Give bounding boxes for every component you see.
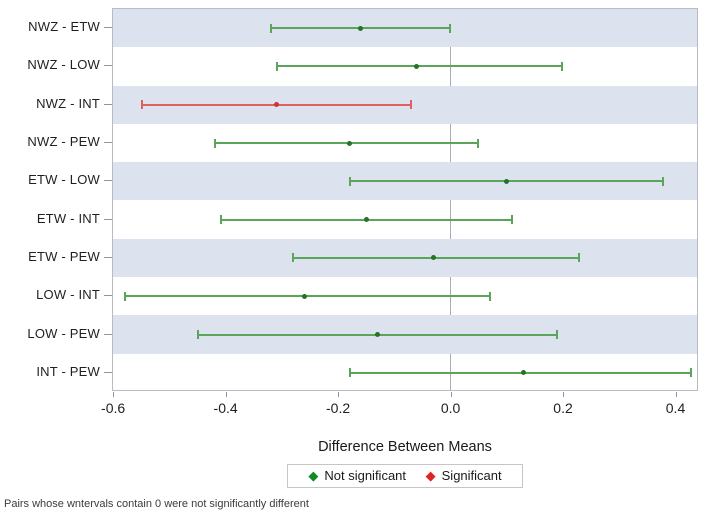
x-tick-label: -0.4 xyxy=(213,400,238,416)
mean-difference-marker xyxy=(363,217,369,223)
category-label: ETW - INT xyxy=(36,210,100,226)
interval-cap xyxy=(141,100,144,110)
category-label: NWZ - ETW xyxy=(28,19,100,35)
mean-difference-marker xyxy=(358,25,364,31)
green-diamond-icon: ◆ xyxy=(308,468,319,483)
legend-label: Significant xyxy=(441,468,502,483)
legend-item-not-significant: ◆ Not significant xyxy=(308,468,406,484)
mean-difference-marker xyxy=(431,255,437,261)
mean-difference-marker xyxy=(414,63,420,69)
x-tick xyxy=(675,392,677,397)
interval-cap xyxy=(449,23,452,33)
interval-cap xyxy=(275,61,278,71)
interval-cap xyxy=(270,23,273,33)
interval-cap xyxy=(690,368,693,378)
legend-label: Not significant xyxy=(324,468,407,483)
y-tick xyxy=(104,180,112,182)
category-label: ETW - LOW xyxy=(28,172,100,188)
x-tick xyxy=(113,392,115,397)
confidence-interval-line xyxy=(125,295,490,298)
confidence-interval-line xyxy=(276,65,563,68)
legend-container: ◆ Not significant ◆ Significant xyxy=(112,464,698,488)
mean-difference-marker xyxy=(302,293,308,299)
y-axis-labels: NWZ - ETW NWZ - LOW NWZ - INT NWZ - PEW ETW … xyxy=(0,8,112,391)
mean-difference-marker xyxy=(520,370,526,376)
interval-cap xyxy=(197,330,200,340)
y-tick xyxy=(104,218,112,220)
x-tick xyxy=(563,392,565,397)
interval-cap xyxy=(578,253,581,263)
legend-box: ◆ Not significant ◆ Significant xyxy=(287,464,523,488)
interval-cap xyxy=(477,138,480,148)
y-tick xyxy=(104,142,112,144)
plot-area xyxy=(112,8,698,391)
mean-difference-marker xyxy=(347,140,352,146)
y-tick xyxy=(104,333,112,335)
x-tick-label: 0.4 xyxy=(665,400,686,416)
interval-cap xyxy=(410,100,413,110)
category-label: LOW - INT xyxy=(36,287,100,303)
interval-cap xyxy=(511,215,514,225)
x-tick-label: -0.6 xyxy=(101,400,126,416)
footnote: Pairs whose wntervals contain 0 were not… xyxy=(4,498,309,510)
category-label: INT - PEW xyxy=(36,363,100,379)
x-tick-label: 0.2 xyxy=(553,400,573,416)
category-label: NWZ - PEW xyxy=(27,134,100,150)
x-tick-label: -0.2 xyxy=(326,400,351,416)
x-tick xyxy=(338,392,340,397)
interval-cap xyxy=(561,61,564,71)
confidence-interval-line xyxy=(215,142,479,145)
x-axis-title: Difference Between Means xyxy=(318,439,492,455)
interval-cap xyxy=(219,215,222,225)
red-diamond-icon: ◆ xyxy=(425,468,436,483)
y-tick xyxy=(104,65,112,67)
interval-cap xyxy=(555,330,558,340)
category-label: LOW - PEW xyxy=(27,325,100,341)
interval-cap xyxy=(348,368,351,378)
x-tick xyxy=(450,392,452,397)
interval-cap xyxy=(214,138,216,148)
category-label: ETW - PEW xyxy=(28,248,100,264)
interval-cap xyxy=(348,176,351,186)
legend-item-significant: ◆ Significant xyxy=(426,468,502,484)
y-tick xyxy=(104,103,112,105)
x-tick xyxy=(225,392,227,397)
interval-cap xyxy=(124,291,127,301)
mean-difference-marker xyxy=(503,178,509,184)
interval-cap xyxy=(662,176,665,186)
y-tick xyxy=(104,295,112,297)
category-label: NWZ - LOW xyxy=(27,57,100,73)
interval-cap xyxy=(292,253,295,263)
confidence-interval-line xyxy=(349,371,692,374)
y-tick xyxy=(104,27,112,29)
y-tick xyxy=(104,371,112,373)
x-axis: -0.6 -0.4 -0.2 0.0 0.2 0.4 xyxy=(101,392,698,422)
mean-difference-marker xyxy=(375,332,381,338)
mean-difference-marker xyxy=(274,102,280,108)
y-tick xyxy=(104,256,112,258)
interval-cap xyxy=(488,291,491,301)
x-tick-label: 0.0 xyxy=(440,400,461,416)
confidence-interval-line xyxy=(293,256,580,259)
category-label: NWZ - INT xyxy=(36,95,100,111)
